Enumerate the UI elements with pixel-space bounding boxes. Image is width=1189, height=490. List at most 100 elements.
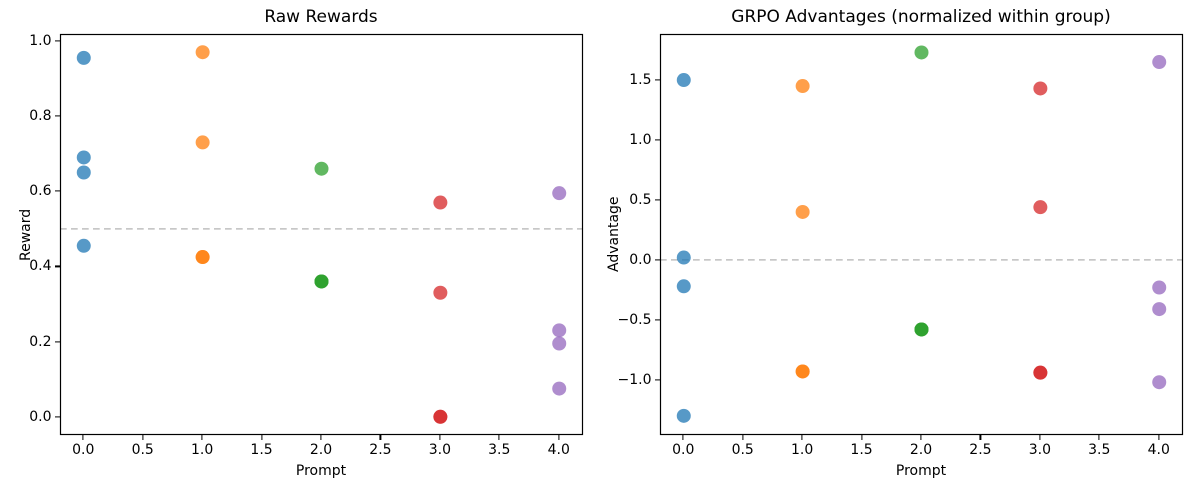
scatter-point (76, 50, 91, 65)
y-tick-mark (654, 139, 660, 141)
x-tick-label: 0.5 (131, 442, 154, 458)
y-tick-mark (54, 40, 60, 42)
x-tick-mark (558, 435, 560, 440)
scatter-point (195, 250, 210, 265)
x-tick-label: 2.5 (969, 442, 992, 458)
y-tick-mark (54, 341, 60, 343)
x-tick-mark (1098, 435, 1100, 440)
x-tick-mark (82, 435, 84, 440)
scatter-point (195, 45, 210, 60)
x-tick-mark (260, 435, 263, 440)
scatter-point (795, 364, 810, 379)
x-tick-label: 4.0 (547, 442, 570, 458)
y-tick-mark (54, 416, 60, 418)
y-tick-label: −1.0 (617, 371, 652, 388)
scatter-point (76, 165, 91, 180)
x-tick-label: 0.0 (672, 442, 695, 458)
x-tick-label: 4.0 (1147, 442, 1170, 458)
x-tick-mark (142, 435, 144, 440)
x-tick-label: 1.0 (190, 442, 214, 458)
x-tick-label: 3.5 (1088, 442, 1111, 458)
scatter-point (551, 186, 566, 201)
y-tick-label: 0.0 (29, 408, 52, 425)
x-tick-label: 3.5 (488, 442, 511, 458)
x-tick-mark (1039, 435, 1041, 440)
axes-spines (659, 33, 1183, 436)
x-tick-mark (439, 435, 441, 440)
x-tick-label: 2.0 (309, 442, 333, 458)
scatter-point (1032, 200, 1047, 215)
x-tick-mark (920, 435, 922, 440)
chart-title: Raw Rewards (264, 7, 378, 27)
x-tick-label: 2.0 (909, 442, 933, 458)
scatter-point (676, 250, 691, 265)
scatter-point (1151, 302, 1166, 317)
scatter-point (676, 73, 691, 88)
x-tick-mark (201, 435, 203, 440)
scatter-point (1151, 280, 1166, 295)
x-tick-mark (860, 435, 863, 440)
scatter-canvas (59, 33, 583, 436)
x-tick-label: 0.5 (731, 442, 754, 458)
scatter-point (432, 285, 447, 300)
scatter-point (432, 409, 447, 424)
x-tick-label: 1.0 (790, 442, 814, 458)
plot-area: 0.0 0.5 1.0 1.5 2.0 2.5 3.0 3.5 4.0 −1.0 −0.5 0.0 0.… (618, 33, 1183, 458)
x-tick-label: 3.0 (428, 442, 451, 458)
x-axis-label: Prompt (895, 463, 947, 479)
scatter-point (432, 195, 447, 210)
y-tick-mark (54, 115, 60, 117)
scatter-point (195, 135, 210, 150)
scatter-point (1032, 365, 1047, 380)
scatter-point (314, 161, 328, 176)
y-tick-label: 0.0 (629, 251, 652, 268)
x-tick-label: 0.0 (72, 442, 95, 458)
x-tick-mark (742, 435, 744, 440)
x-tick-mark (682, 435, 684, 440)
y-tick-mark (654, 259, 660, 261)
axes-spines (59, 33, 583, 436)
x-tick-mark (801, 435, 803, 440)
x-tick-mark (498, 435, 500, 440)
scatter-point (676, 279, 691, 294)
scatter-point (676, 408, 691, 423)
y-tick-label: 0.8 (29, 108, 52, 125)
scatter-point (1151, 55, 1166, 70)
scatter-point (795, 79, 810, 94)
scatter-point (551, 381, 566, 396)
y-tick-mark (654, 319, 660, 321)
y-tick-label: 0.4 (29, 258, 52, 275)
y-tick-mark (654, 379, 660, 381)
raw-rewards-chart: Raw Rewards Reward Prompt 0.0 0.5 1.0 1.5 2.… (18, 7, 583, 479)
y-tick-label: −0.5 (617, 311, 652, 328)
x-tick-label: 3.0 (1028, 442, 1051, 458)
y-axis-label: Reward (17, 208, 34, 261)
x-tick-mark (320, 435, 322, 440)
x-tick-mark (379, 435, 382, 440)
y-tick-label: 1.0 (629, 132, 652, 148)
scatter-point (914, 322, 928, 337)
y-tick-mark (654, 199, 660, 201)
plot-area: 0.0 0.5 1.0 1.5 2.0 2.5 3.0 3.5 4.0 0.0 0.2 0.4 0.6 0… (29, 33, 583, 458)
scatter-point (1151, 375, 1166, 390)
scatter-point (76, 238, 91, 253)
scatter-point (314, 274, 328, 289)
x-tick-mark (1158, 435, 1160, 440)
scatter-point (1032, 81, 1047, 96)
x-tick-label: 1.5 (250, 442, 273, 458)
x-tick-mark (979, 435, 982, 440)
x-tick-label: 2.5 (369, 442, 392, 458)
x-tick-label: 1.5 (850, 442, 873, 458)
y-tick-mark (654, 79, 660, 81)
scatter-point (551, 323, 566, 338)
y-tick-mark (54, 190, 60, 192)
grpo-advantages-chart: GRPO Advantages (normalized within group… (606, 7, 1183, 479)
scatter-canvas (659, 33, 1183, 436)
y-tick-label: 0.2 (29, 333, 52, 350)
scatter-point (795, 204, 810, 219)
y-tick-label: 1.5 (629, 72, 652, 89)
scatter-point (551, 336, 566, 351)
scatter-point (914, 45, 928, 60)
y-tick-mark (54, 265, 60, 268)
